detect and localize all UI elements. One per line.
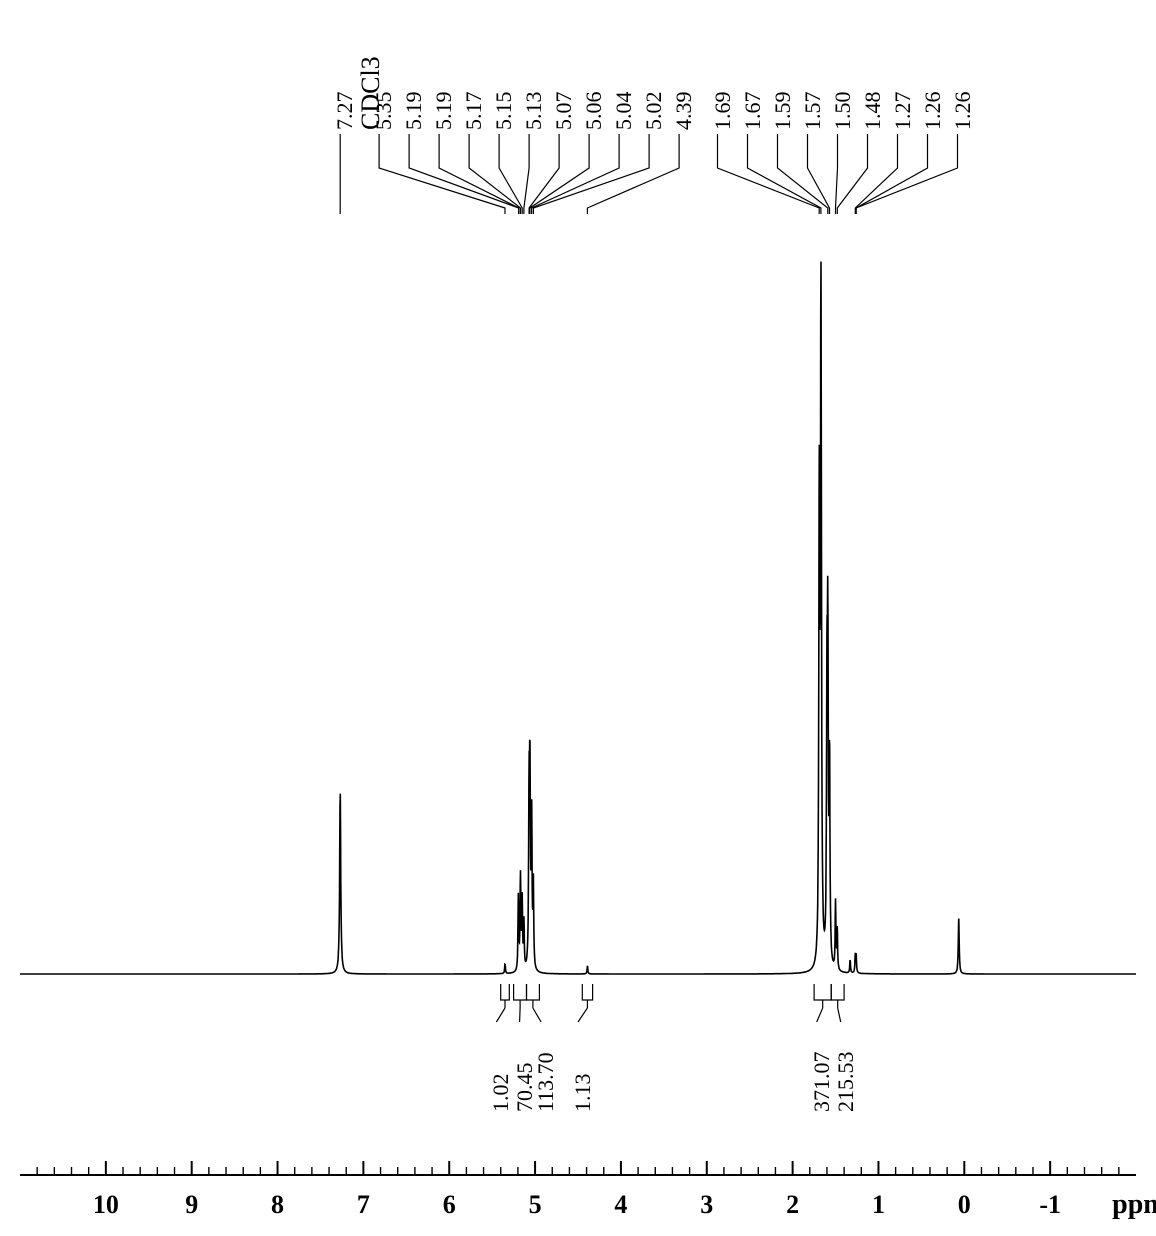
- integral-value-label: 1.13: [570, 1074, 596, 1113]
- peak-ppm-label: 7.27: [332, 92, 358, 131]
- peak-ppm-label: 1.26: [950, 92, 976, 131]
- svg-text:7: 7: [357, 1190, 370, 1219]
- peak-ppm-label: 1.26: [920, 92, 946, 131]
- nmr-spectrum-figure: 109876543210-1ppm 7.27CDCl35.355.195.195…: [0, 0, 1156, 1236]
- peak-ppm-label: 1.67: [740, 92, 766, 131]
- integral-value-label: 215.53: [833, 1052, 859, 1113]
- peak-ppm-label: 5.07: [551, 92, 577, 131]
- peak-ppm-label: 1.59: [770, 92, 796, 131]
- integral-value-label: 1.02: [488, 1074, 514, 1113]
- peak-ppm-label: 4.39: [671, 92, 697, 131]
- peak-ppm-label: 1.27: [890, 92, 916, 131]
- integral-value-label: 371.07: [809, 1052, 835, 1113]
- peak-ppm-label: 5.13: [521, 92, 547, 131]
- svg-text:9: 9: [185, 1190, 198, 1219]
- peak-ppm-label: 5.19: [401, 92, 427, 131]
- peak-ppm-label: 5.17: [461, 92, 487, 131]
- svg-text:4: 4: [614, 1190, 627, 1219]
- peak-ppm-label: 1.57: [800, 92, 826, 131]
- svg-text:1: 1: [872, 1190, 885, 1219]
- nmr-spectrum-svg: 109876543210-1ppm: [0, 0, 1156, 1236]
- svg-text:3: 3: [700, 1190, 713, 1219]
- svg-text:-1: -1: [1039, 1190, 1061, 1219]
- svg-text:2: 2: [786, 1190, 799, 1219]
- svg-text:5: 5: [529, 1190, 542, 1219]
- peak-ppm-label: 1.50: [830, 92, 856, 131]
- peak-ppm-label: 5.06: [581, 92, 607, 131]
- svg-text:8: 8: [271, 1190, 284, 1219]
- peak-ppm-label: 5.04: [611, 92, 637, 131]
- svg-text:10: 10: [93, 1190, 119, 1219]
- peak-ppm-label: 5.15: [491, 92, 517, 131]
- svg-text:0: 0: [958, 1190, 971, 1219]
- svg-text:6: 6: [443, 1190, 456, 1219]
- peak-ppm-label: 5.19: [431, 92, 457, 131]
- peak-ppm-label: 5.02: [641, 92, 667, 131]
- peak-ppm-label: 1.69: [710, 92, 736, 131]
- integral-value-label: 113.70: [533, 1052, 559, 1112]
- peak-ppm-label: 5.35: [371, 92, 397, 131]
- peak-ppm-label: 1.48: [860, 92, 886, 131]
- svg-text:ppm: ppm: [1112, 1189, 1156, 1220]
